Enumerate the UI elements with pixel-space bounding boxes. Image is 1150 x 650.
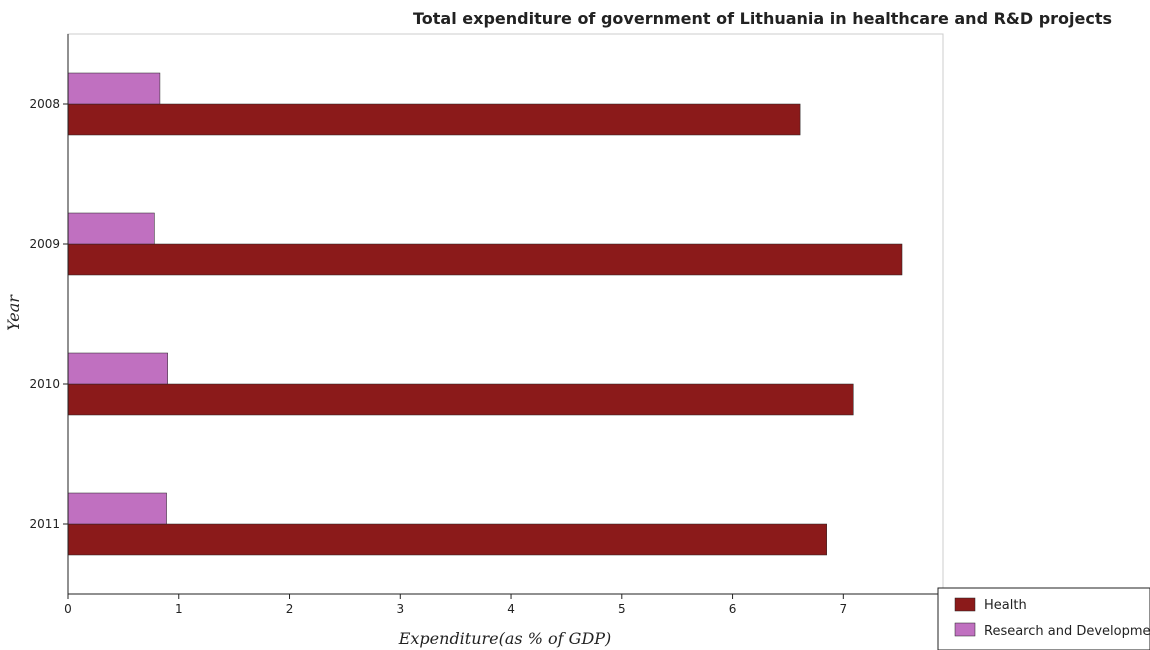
- y-ticks: 2008 2009 2010 2011: [29, 97, 68, 531]
- y-tick-label: 2011: [29, 517, 60, 531]
- chart-title: Total expenditure of government of Lithu…: [413, 9, 1112, 28]
- x-tick-label: 7: [839, 602, 847, 616]
- x-axis-label: Expenditure(as % of GDP): [398, 629, 612, 648]
- bars-group: [67, 72, 903, 556]
- x-tick-label: 6: [729, 602, 737, 616]
- y-tick-label: 2010: [29, 377, 60, 391]
- bar-health-2010: [67, 383, 854, 416]
- x-tick-label: 1: [175, 602, 183, 616]
- legend: Health Research and Development: [937, 587, 1150, 650]
- bar-research-2010: [67, 352, 168, 385]
- legend-label-research: Research and Development: [984, 624, 1150, 639]
- legend-label-health: Health: [984, 598, 1027, 613]
- x-tick-label: 4: [507, 602, 515, 616]
- bar-research-2008: [67, 72, 161, 105]
- bar-health-2011: [67, 523, 827, 556]
- x-tick-label: 2: [286, 602, 294, 616]
- bar-research-2009: [67, 212, 155, 245]
- y-axis-label: Year: [4, 294, 23, 331]
- x-ticks: 0 1 2 3 4 5 6 7: [64, 594, 847, 616]
- bar-health-2008: [67, 103, 801, 136]
- y-tick-label: 2009: [29, 237, 60, 251]
- x-tick-label: 5: [618, 602, 626, 616]
- bar-research-2011: [67, 492, 167, 525]
- legend-swatch-health: [954, 597, 976, 612]
- y-tick-label: 2008: [29, 97, 60, 111]
- x-tick-label: 3: [396, 602, 404, 616]
- legend-swatch-research: [954, 622, 976, 637]
- bar-health-2009: [67, 243, 903, 276]
- x-tick-label: 0: [64, 602, 72, 616]
- legend-box: [937, 587, 1150, 650]
